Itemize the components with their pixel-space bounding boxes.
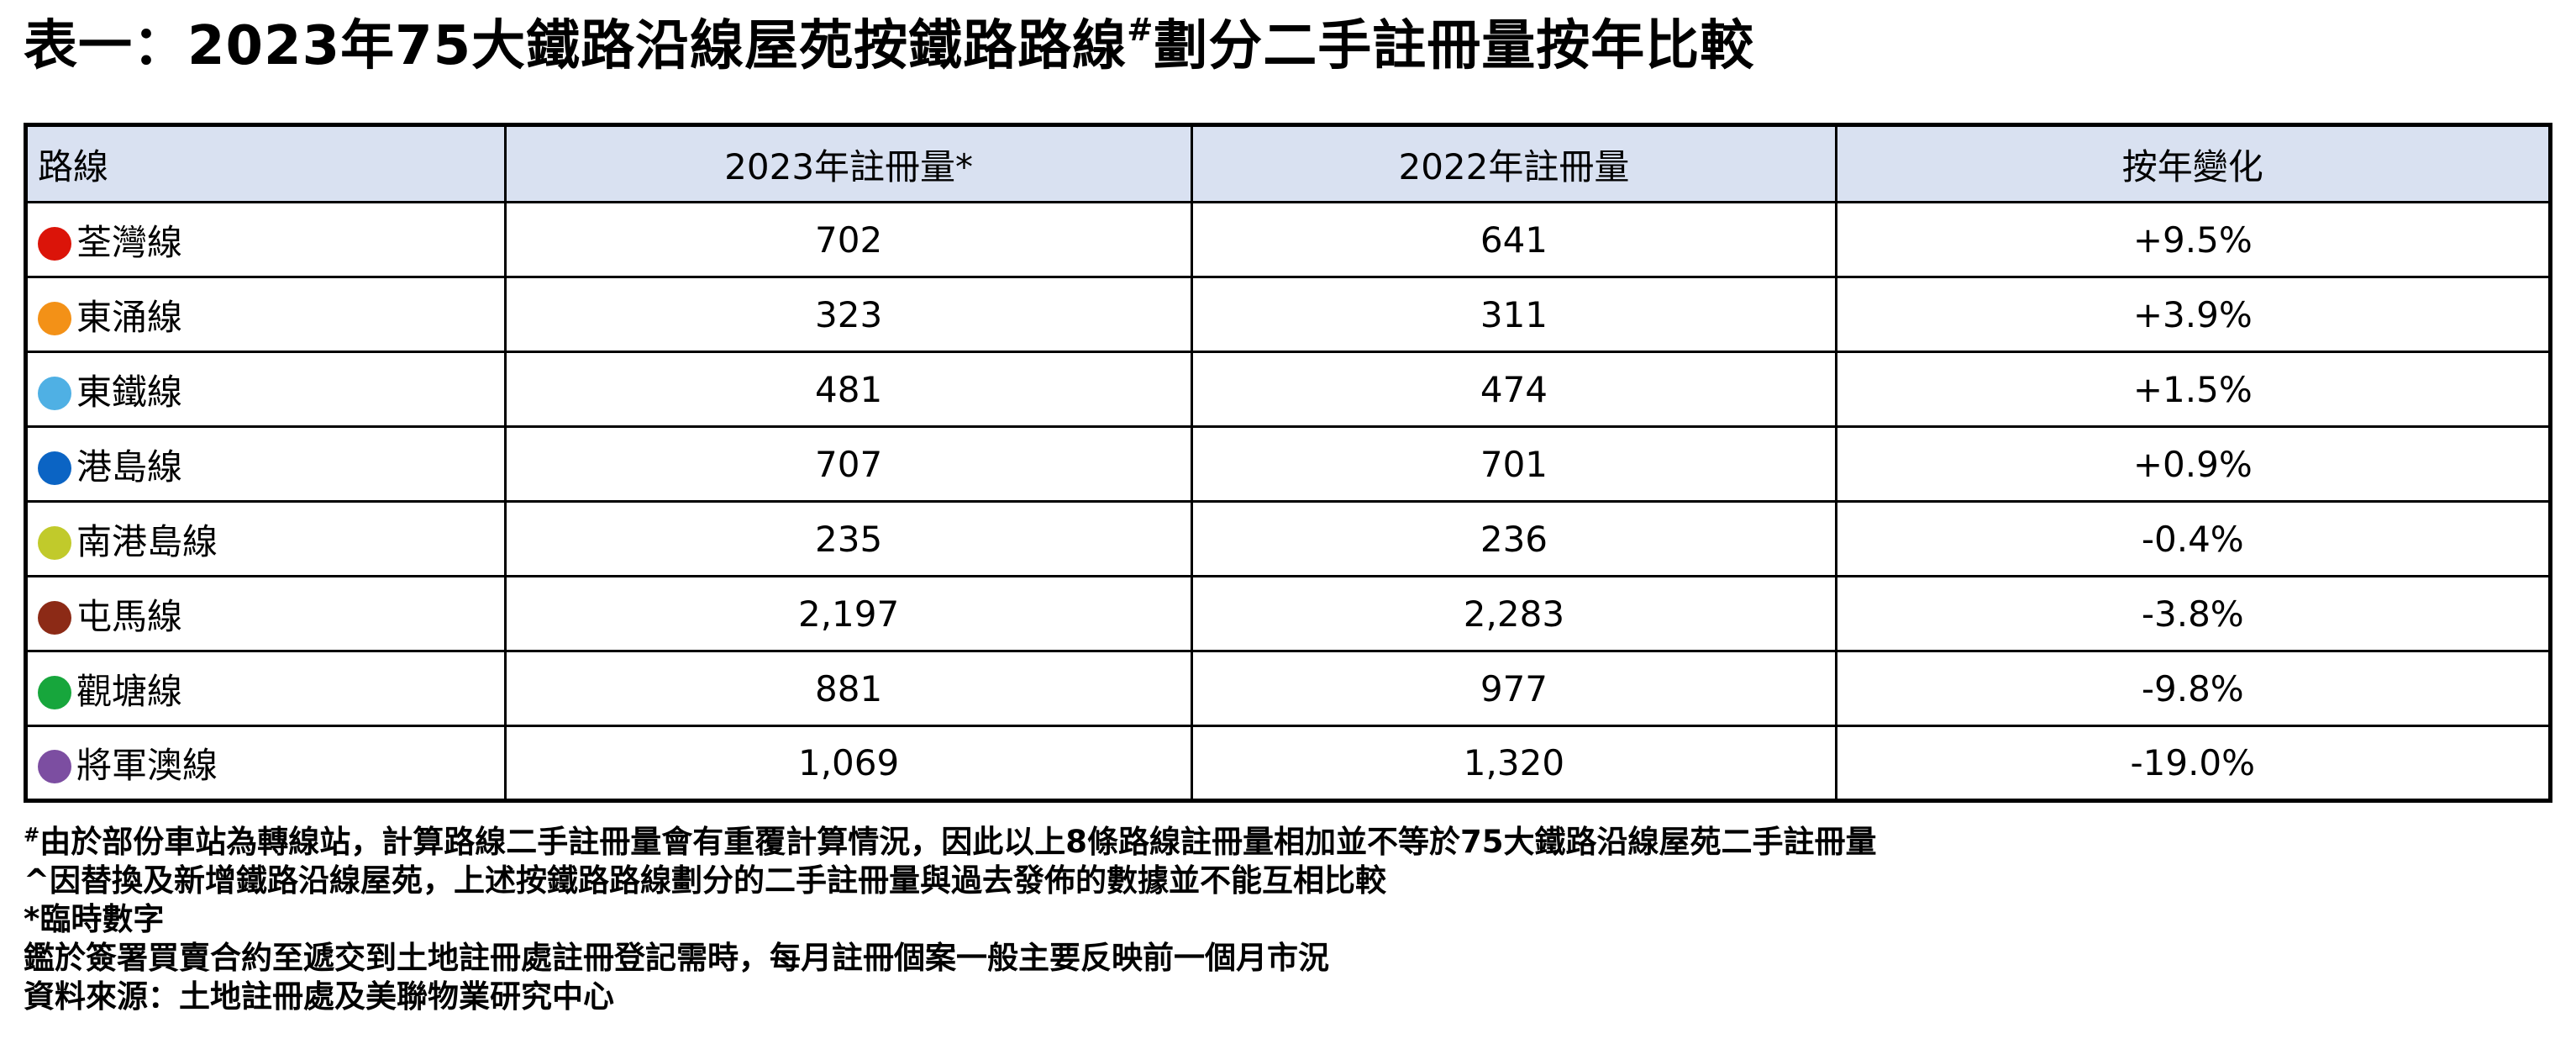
line-color-dot (38, 675, 71, 709)
line-name: 屯馬線 (76, 595, 183, 637)
table-row: 南港島線 235 236 -0.4% (24, 500, 2552, 578)
cell-2022-volume: 977 (1191, 650, 1837, 728)
footnote-marker: ^ (24, 862, 50, 899)
cell-line-name: 東鐵線 (24, 351, 507, 429)
cell-line-name: 荃灣線 (24, 201, 507, 279)
cell-line-name: 將軍澳線 (24, 725, 507, 803)
cell-2023-volume: 235 (503, 500, 1194, 578)
cell-line-name: 觀塘線 (24, 650, 507, 728)
page-title-post: 劃分二手註冊量按年比較 (1154, 15, 1755, 77)
line-color-dot (38, 226, 71, 261)
cell-line-name: 港島線 (24, 425, 507, 504)
line-color-dot (38, 750, 71, 784)
cell-yoy-change: -19.0% (1834, 725, 2552, 803)
line-color-dot (38, 600, 71, 635)
cell-yoy-change: +3.9% (1834, 276, 2552, 354)
cell-2023-volume: 481 (503, 351, 1194, 429)
cell-yoy-change: -3.8% (1834, 575, 2552, 653)
cell-yoy-change: +1.5% (1834, 351, 2552, 429)
footnote-text: 由於部份車站為轉線站，計算路線二手註冊量會有重覆計算情況，因此以上8條路線註冊量… (39, 824, 1877, 861)
cell-2022-volume: 1,320 (1191, 725, 1837, 803)
cell-2023-volume: 323 (503, 276, 1194, 354)
table-header-row: 路線 2023年註冊量* 2022年註冊量 按年變化 (24, 124, 2552, 204)
line-name: 南港島線 (76, 520, 218, 562)
cell-2023-volume: 707 (503, 425, 1194, 504)
cell-2022-volume: 2,283 (1191, 575, 1837, 653)
cell-line-name: 南港島線 (24, 500, 507, 578)
footnote-marker: * (24, 901, 40, 938)
cell-2022-volume: 236 (1191, 500, 1837, 578)
cell-yoy-change: -9.8% (1834, 650, 2552, 728)
line-name: 東涌線 (76, 296, 183, 338)
line-name: 荃灣線 (76, 221, 183, 263)
footnote-overlap-note: #由於部份車站為轉線站，計算路線二手註冊量會有重覆計算情況，因此以上8條路線註冊… (24, 816, 2552, 862)
page: 表一：2023年75大鐵路沿線屋苑按鐵路路線#劃分二手註冊量按年比較 路線 20… (24, 0, 2552, 1016)
page-title: 表一：2023年75大鐵路沿線屋苑按鐵路路線#劃分二手註冊量按年比較 (24, 0, 2552, 76)
cell-yoy-change: -0.4% (1834, 500, 2552, 578)
column-header-change: 按年變化 (1834, 124, 2552, 204)
footnote-text: 臨時數字 (39, 901, 165, 938)
footnote-comparability-note: ^因替換及新增鐵路沿線屋苑，上述按鐵路路線劃分的二手註冊量與過去發佈的數據並不能… (24, 862, 2552, 900)
cell-2023-volume: 881 (503, 650, 1194, 728)
table-row: 港島線 707 701 +0.9% (24, 425, 2552, 504)
cell-yoy-change: +0.9% (1834, 425, 2552, 504)
footnote-text: 鑑於簽署買賣合約至遞交到土地註冊處註冊登記需時，每月註冊個案一般主要反映前一個月… (24, 940, 1329, 977)
footnote-marker: # (24, 825, 40, 847)
table-row: 觀塘線 881 977 -9.8% (24, 650, 2552, 728)
footnote-text: 因替換及新增鐵路沿線屋苑，上述按鐵路路線劃分的二手註冊量與過去發佈的數據並不能互… (50, 862, 1387, 899)
table-row: 荃灣線 702 641 +9.5% (24, 201, 2552, 279)
page-title-superscript: # (1127, 12, 1154, 48)
footnote-text: 資料來源：土地註冊處及美聯物業研究中心 (24, 978, 614, 1015)
footnote-provisional-note: *臨時數字 (24, 900, 2552, 939)
cell-2022-volume: 474 (1191, 351, 1837, 429)
cell-2022-volume: 641 (1191, 201, 1837, 279)
line-color-dot (38, 301, 71, 335)
footnote-source: 資料來源：土地註冊處及美聯物業研究中心 (24, 978, 2552, 1016)
line-name: 東鐵線 (76, 371, 183, 413)
cell-line-name: 東涌線 (24, 276, 507, 354)
line-color-dot (38, 525, 71, 560)
cell-2023-volume: 702 (503, 201, 1194, 279)
line-name: 將軍澳線 (76, 745, 218, 787)
line-color-dot (38, 376, 71, 410)
cell-2022-volume: 701 (1191, 425, 1837, 504)
cell-line-name: 屯馬線 (24, 575, 507, 653)
table-row: 將軍澳線 1,069 1,320 -19.0% (24, 725, 2552, 803)
column-header-line: 路線 (24, 124, 507, 204)
column-header-2022: 2022年註冊量 (1191, 124, 1837, 204)
line-color-dot (38, 451, 71, 485)
cell-yoy-change: +9.5% (1834, 201, 2552, 279)
column-header-2023: 2023年註冊量* (503, 124, 1194, 204)
table-row: 東涌線 323 311 +3.9% (24, 276, 2552, 354)
cell-2023-volume: 1,069 (503, 725, 1194, 803)
line-name: 觀塘線 (76, 670, 183, 712)
cell-2023-volume: 2,197 (503, 575, 1194, 653)
cell-2022-volume: 311 (1191, 276, 1837, 354)
footnote-timing-note: 鑑於簽署買賣合約至遞交到土地註冊處註冊登記需時，每月註冊個案一般主要反映前一個月… (24, 939, 2552, 978)
page-title-pre: 表一：2023年75大鐵路沿線屋苑按鐵路路線 (24, 15, 1128, 77)
table-row: 東鐵線 481 474 +1.5% (24, 351, 2552, 429)
registrations-table: 路線 2023年註冊量* 2022年註冊量 按年變化 荃灣線 702 641 +… (24, 123, 2552, 804)
table-row: 屯馬線 2,197 2,283 -3.8% (24, 575, 2552, 653)
line-name: 港島線 (76, 446, 183, 488)
footnotes: #由於部份車站為轉線站，計算路線二手註冊量會有重覆計算情況，因此以上8條路線註冊… (24, 816, 2552, 1016)
